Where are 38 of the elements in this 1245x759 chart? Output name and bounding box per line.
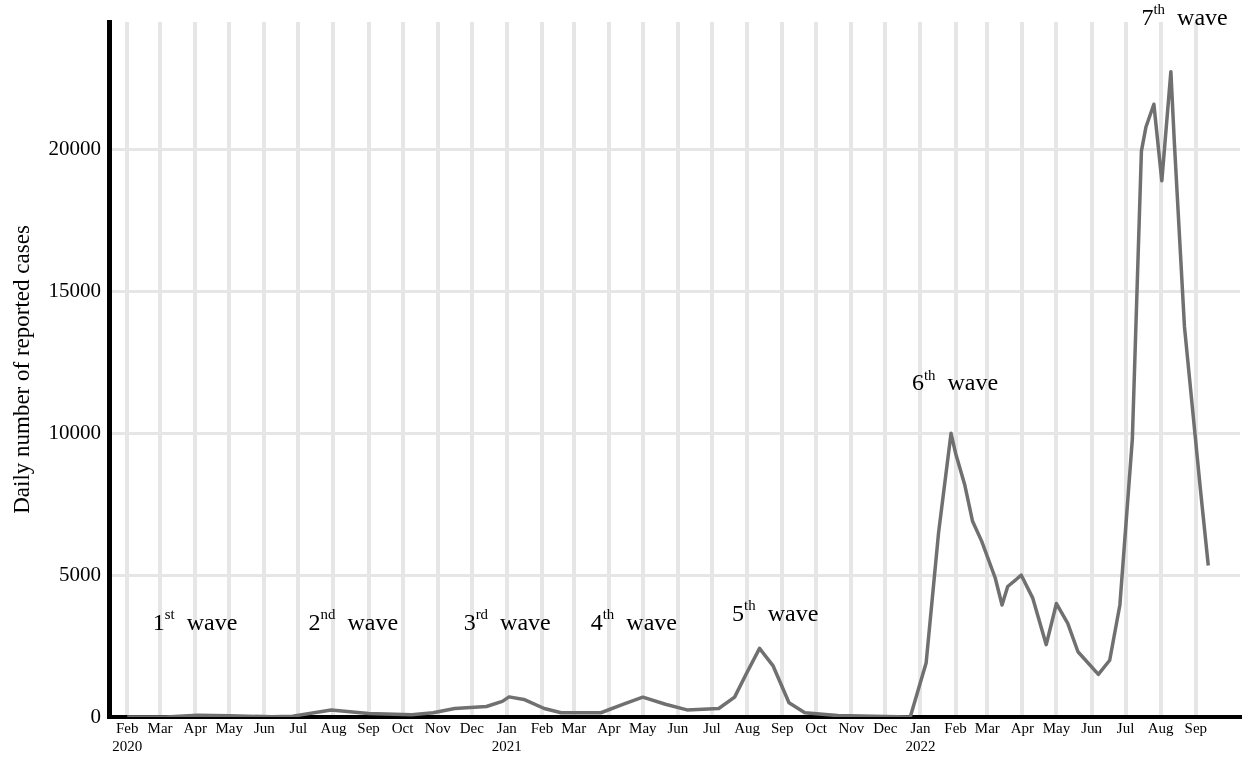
x-tick-label: Sep — [770, 719, 794, 736]
x-tick-label: Feb — [530, 719, 554, 736]
y-tick-label: 5000 — [59, 561, 102, 586]
x-tick-label: Feb 2020 — [112, 719, 143, 754]
x-tick-label: Jul — [1116, 719, 1135, 736]
x-tick-label: Jan 2022 — [905, 719, 936, 754]
x-tick-label: Dec — [459, 719, 485, 736]
x-tick-label: Jul — [703, 719, 721, 736]
x-tick-label: Aug — [734, 719, 761, 736]
x-tick-label: Apr — [597, 719, 621, 736]
y-tick-label: 15000 — [48, 278, 102, 303]
x-tick-label: Mar — [561, 719, 587, 736]
x-tick-label: Mar — [974, 719, 1000, 736]
y-axis-title: Daily number of reported cases — [8, 225, 34, 514]
x-tick-label: Dec — [873, 719, 898, 736]
x-tick-label: Jan 2021 — [491, 719, 522, 754]
y-tick-label: 0 — [90, 703, 102, 728]
x-tick-label: Oct — [391, 719, 415, 736]
x-tick-label: Jun — [1081, 719, 1103, 736]
x-tick-label: May — [629, 719, 658, 736]
x-tick-label: Sep — [357, 719, 380, 736]
x-tick-label: Aug — [1147, 719, 1175, 736]
x-tick-label: Sep — [1184, 719, 1208, 736]
x-tick-label: Apr — [1010, 719, 1035, 736]
x-tick-label: Aug — [320, 719, 347, 736]
x-tick-label: Oct — [805, 719, 828, 736]
x-tick-label: Jun — [253, 719, 276, 736]
x-tick-label: Nov — [424, 719, 452, 736]
x-tick-label: May — [1042, 719, 1071, 736]
x-tick-label: Feb — [944, 719, 967, 736]
x-tick-label: Jul — [289, 719, 308, 736]
x-tick-label: Apr — [183, 719, 207, 736]
x-tick-label: May — [215, 719, 244, 736]
x-tick-label: Mar — [147, 719, 173, 736]
x-tick-label: Nov — [838, 719, 865, 736]
x-tick-label: Jun — [667, 719, 689, 736]
y-tick-label: 10000 — [48, 419, 102, 444]
y-tick-label: 20000 — [48, 136, 102, 161]
